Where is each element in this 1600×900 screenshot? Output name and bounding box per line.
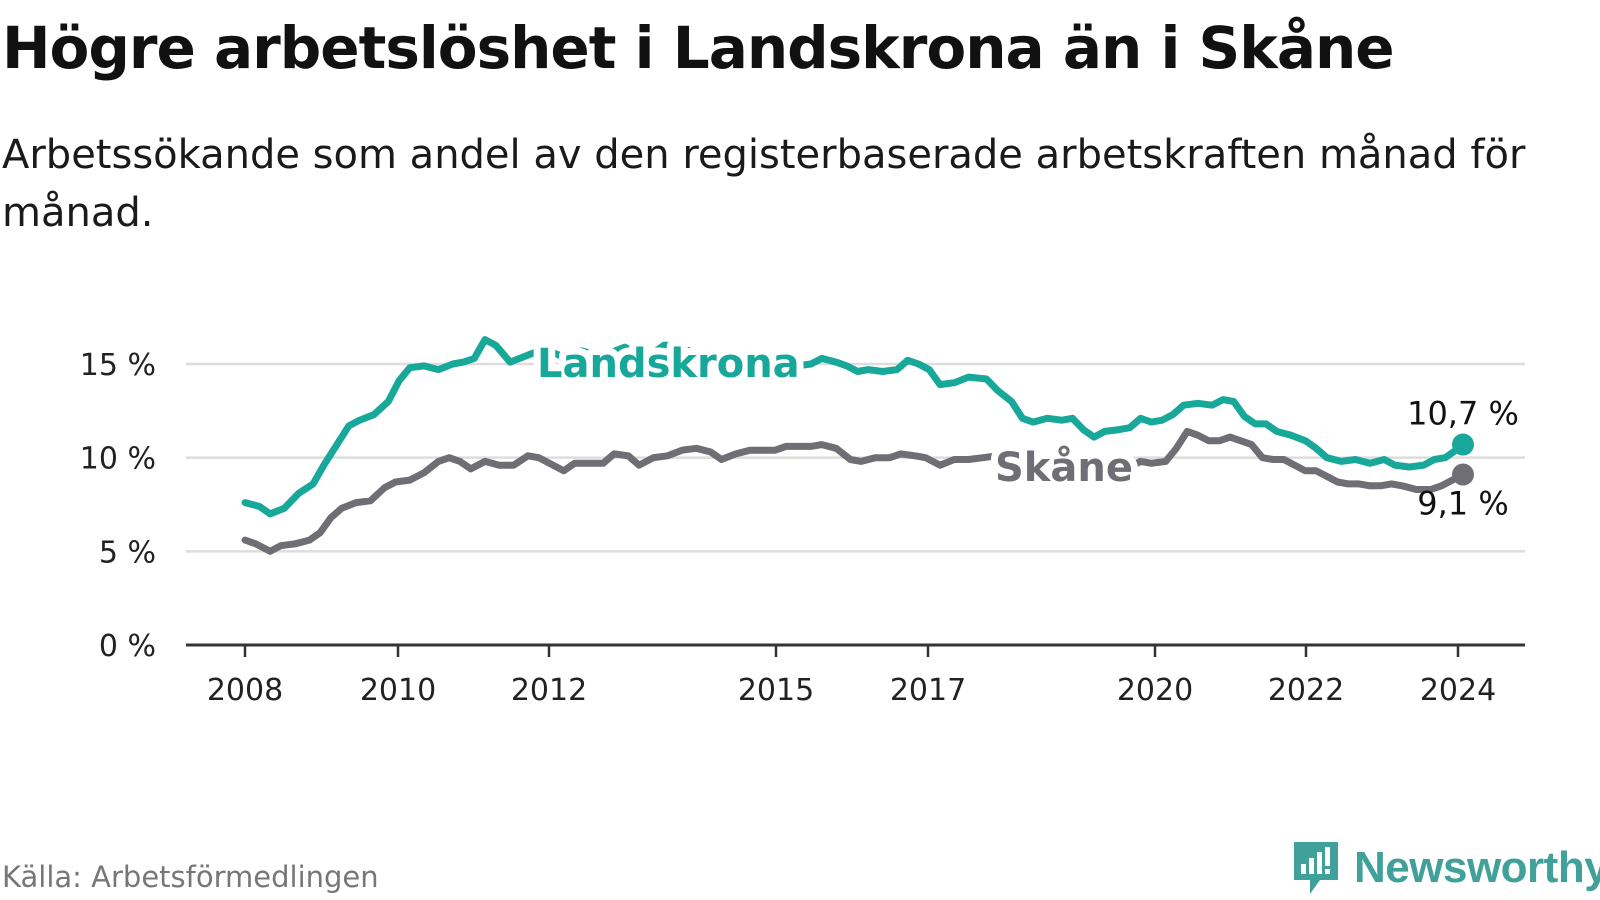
source-note: Källa: Arbetsförmedlingen (2, 860, 379, 894)
end-point-landskrona (1452, 433, 1474, 456)
chart-title: Högre arbetslöshet i Landskrona än i Skå… (2, 14, 1395, 82)
x-tick-label: 2017 (890, 673, 966, 708)
x-tick-label: 2020 (1117, 673, 1193, 708)
series-label-skane-halo: Skåne (995, 444, 1133, 491)
y-tick-label: 10 % (80, 442, 156, 477)
series-label-skane: Skåne (995, 444, 1133, 491)
series-line-skane (241, 427, 1467, 555)
logo-text: Newsworthy (1354, 843, 1600, 892)
newsworthy-logo-icon (1294, 842, 1338, 894)
y-tick-label: 15 % (80, 348, 156, 383)
end-value-label-landskrona: 10,7 % (1407, 395, 1519, 433)
x-tick-label: 2008 (207, 673, 283, 708)
newsworthy-logo[interactable]: Newsworthy (1290, 838, 1600, 898)
chart-subtitle: Arbetssökande som andel av den registerb… (2, 132, 1526, 236)
series-line-landskrona (241, 336, 1467, 518)
x-tick-label: 2012 (511, 673, 587, 708)
y-tick-label: 5 % (99, 535, 156, 570)
x-tick-label: 2022 (1268, 673, 1344, 708)
end-value-label-skane: 9,1 % (1417, 485, 1508, 523)
series-label-landskrona-halo: Landskrona (537, 341, 800, 387)
x-tick-label: 2024 (1420, 673, 1496, 708)
end-point-skane (1452, 463, 1474, 486)
series-label-landskrona: Landskrona (537, 341, 800, 387)
x-tick-label: 2015 (738, 673, 814, 708)
x-tick-label: 2010 (360, 673, 436, 708)
y-tick-label: 0 % (99, 629, 156, 664)
